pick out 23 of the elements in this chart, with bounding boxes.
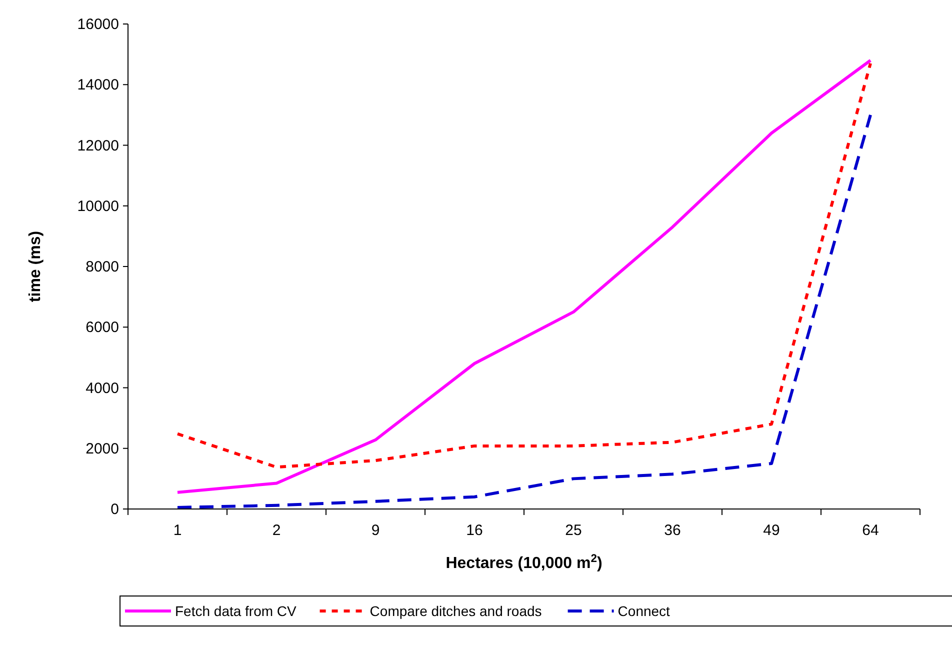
- legend-label: Fetch data from CV: [175, 603, 298, 619]
- y-tick-label: 16000: [77, 16, 119, 33]
- y-tick-label: 4000: [86, 380, 119, 397]
- x-tick-label: 36: [664, 522, 681, 539]
- x-tick-label: 2: [272, 522, 281, 539]
- x-tick-label: 64: [862, 522, 879, 539]
- legend-label: Compare ditches and roads: [370, 603, 542, 619]
- y-tick-label: 0: [110, 501, 119, 518]
- x-tick-label: 25: [565, 522, 582, 539]
- y-tick-label: 14000: [77, 76, 119, 94]
- y-tick-label: 6000: [86, 319, 119, 336]
- y-axis-title: time (ms): [27, 230, 44, 302]
- y-tick-label: 10000: [77, 198, 119, 215]
- y-tick-label: 2000: [86, 440, 119, 458]
- x-tick-label: 16: [466, 522, 483, 539]
- legend-label: Connect: [618, 603, 670, 619]
- x-tick-label: 49: [763, 522, 780, 539]
- y-tick-label: 12000: [77, 137, 119, 154]
- line-series: [176, 113, 872, 509]
- x-tick-label: 1: [173, 522, 182, 539]
- x-axis-title: Hectares (10,000 m$^{2}$): [446, 553, 602, 572]
- x-tick-label: 9: [371, 522, 380, 539]
- y-tick-label: 8000: [86, 258, 119, 276]
